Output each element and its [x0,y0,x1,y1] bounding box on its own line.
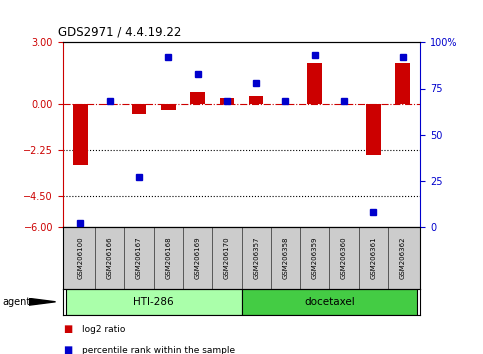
Text: GSM206362: GSM206362 [399,236,406,279]
Text: percentile rank within the sample: percentile rank within the sample [82,346,235,354]
Text: GSM206167: GSM206167 [136,236,142,279]
Bar [242,289,417,315]
Text: GSM206170: GSM206170 [224,236,230,279]
Bar [161,104,176,110]
Text: ■: ■ [63,346,72,354]
Polygon shape [29,298,56,305]
Bar [220,98,234,104]
Bar [73,104,88,165]
Text: GSM206359: GSM206359 [312,236,318,279]
Text: GSM206357: GSM206357 [253,236,259,279]
Bar [102,104,117,105]
Bar [395,63,410,104]
Bar [278,104,293,105]
Bar [337,104,351,105]
Text: GSM206361: GSM206361 [370,236,376,279]
Text: log2 ratio: log2 ratio [82,325,126,334]
Bar [249,96,263,104]
Text: GSM206358: GSM206358 [283,236,288,279]
Bar [66,289,242,315]
Text: GSM206100: GSM206100 [77,236,84,279]
Text: GSM206169: GSM206169 [195,236,200,279]
Text: HTI-286: HTI-286 [133,297,174,307]
Text: agent: agent [2,297,30,307]
Text: GSM206360: GSM206360 [341,236,347,279]
Bar [132,104,146,114]
Bar [190,92,205,104]
Text: GSM206168: GSM206168 [165,236,171,279]
Text: ■: ■ [63,324,72,334]
Bar [307,63,322,104]
Bar [366,104,381,155]
Text: GSM206166: GSM206166 [107,236,113,279]
Text: docetaxel: docetaxel [304,297,355,307]
Text: GDS2971 / 4.4.19.22: GDS2971 / 4.4.19.22 [58,26,181,39]
